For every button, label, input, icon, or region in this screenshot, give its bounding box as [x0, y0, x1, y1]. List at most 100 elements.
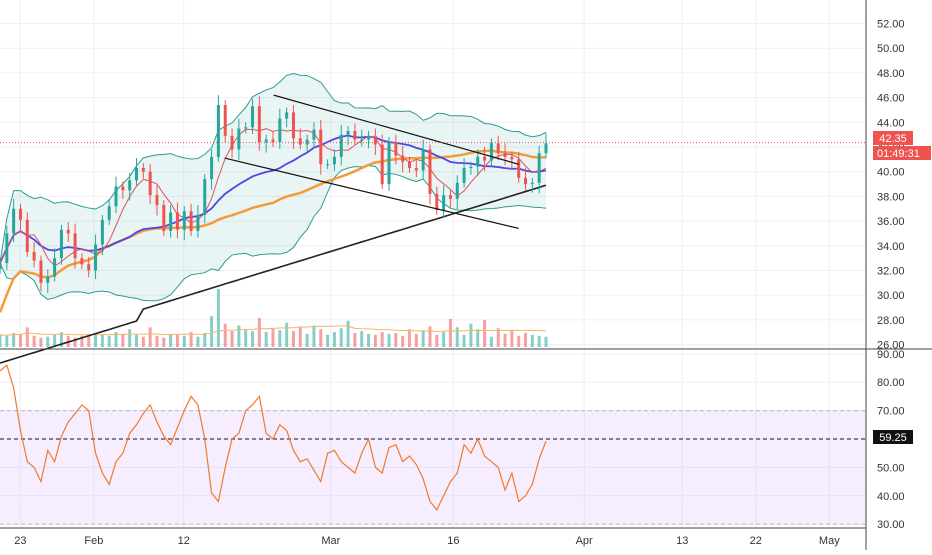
- volume-bar: [0, 334, 2, 347]
- rsi-tick-label: 50.00: [877, 462, 905, 474]
- trendline: [224, 157, 519, 230]
- candle: [401, 145, 405, 173]
- price-tick-label: 48.00: [877, 68, 905, 80]
- volume-bar: [469, 323, 473, 347]
- candle-body: [100, 219, 104, 245]
- candle: [517, 151, 521, 183]
- volume-bar: [353, 332, 357, 347]
- time-tick-label: 22: [750, 535, 762, 547]
- candle: [128, 172, 132, 201]
- candle-body: [421, 149, 425, 171]
- volume-bar: [496, 328, 500, 347]
- candle: [148, 164, 152, 204]
- candle: [94, 234, 98, 280]
- rsi-tick-label: 80.00: [877, 377, 905, 389]
- candle-body: [326, 164, 330, 166]
- candle-body: [455, 182, 459, 199]
- countdown-label: 01:49:31: [877, 148, 920, 160]
- volume-bar: [223, 323, 227, 347]
- volume-bar: [414, 333, 418, 347]
- volume-bar: [524, 332, 528, 347]
- volume-bar: [298, 326, 302, 347]
- candle-body: [32, 251, 36, 261]
- candle: [530, 177, 534, 193]
- candle-body: [182, 211, 186, 230]
- candle-body: [107, 206, 111, 220]
- candle: [271, 132, 275, 147]
- candle-body: [141, 167, 145, 172]
- candle: [66, 222, 70, 243]
- volume-bar: [148, 327, 152, 347]
- volume-bar: [5, 335, 9, 347]
- volume-bar: [462, 334, 466, 347]
- rsi-pane: [0, 364, 866, 525]
- candle-body: [257, 106, 261, 143]
- candle-body: [305, 139, 309, 145]
- candle-body: [360, 139, 364, 141]
- candle-body: [66, 229, 70, 234]
- candle: [237, 118, 241, 160]
- volume-bar: [59, 332, 63, 347]
- bollinger-lower: [0, 165, 547, 302]
- price-tick-label: 30.00: [877, 290, 905, 302]
- candle: [257, 96, 261, 151]
- candle-body: [530, 182, 534, 185]
- candle: [32, 242, 36, 268]
- candle-body: [346, 130, 350, 135]
- candle: [380, 134, 384, 189]
- candle-body: [39, 260, 43, 283]
- price-tick-label: 46.00: [877, 93, 905, 105]
- volume-bar: [128, 329, 132, 347]
- countdown-badge: 01:49:31: [873, 146, 931, 160]
- volume-bar: [455, 327, 459, 347]
- candle-body: [489, 143, 493, 161]
- candle-body: [87, 264, 91, 271]
- volume-bar: [210, 316, 214, 347]
- candle: [46, 269, 50, 294]
- candle-body: [278, 118, 282, 143]
- candle: [182, 206, 186, 241]
- candle: [408, 156, 411, 173]
- volume-bar: [285, 322, 289, 347]
- candle-body: [414, 167, 418, 171]
- volume-bar: [483, 319, 487, 347]
- sma-mid-line: [0, 134, 547, 264]
- candle: [196, 205, 200, 238]
- candle-body: [53, 258, 57, 277]
- volume-bar: [196, 336, 200, 347]
- candle-body: [162, 205, 166, 231]
- candle-body: [537, 153, 541, 183]
- candle-body: [544, 143, 548, 154]
- candle: [367, 130, 371, 149]
- volume-bar: [107, 335, 111, 347]
- candle-body: [435, 193, 439, 210]
- candle: [230, 128, 234, 159]
- volume-bar: [346, 320, 350, 347]
- candle: [251, 98, 255, 135]
- rsi-tick-label: 90.00: [877, 349, 905, 361]
- candle: [189, 203, 193, 236]
- volume-bar: [237, 325, 241, 347]
- candle-body: [251, 106, 255, 128]
- candle: [387, 137, 391, 191]
- volume-bar: [530, 334, 534, 347]
- candle-body: [462, 167, 466, 183]
- candle-body: [128, 180, 132, 191]
- volume-bar: [251, 331, 255, 347]
- time-tick-label: Mar: [321, 535, 340, 547]
- volume-bar: [421, 330, 425, 347]
- candle-body: [524, 177, 528, 185]
- rsi-tick-label: 70.00: [877, 406, 905, 418]
- volume-bar: [135, 334, 138, 347]
- volume-bar: [332, 332, 336, 347]
- volume-bar: [305, 333, 309, 347]
- candle-body: [121, 186, 125, 191]
- bollinger-fill: [0, 73, 546, 301]
- candle: [346, 125, 350, 146]
- volume-bar: [394, 332, 398, 347]
- rsi-value-badge: 59.25: [873, 430, 913, 444]
- candle: [537, 145, 541, 194]
